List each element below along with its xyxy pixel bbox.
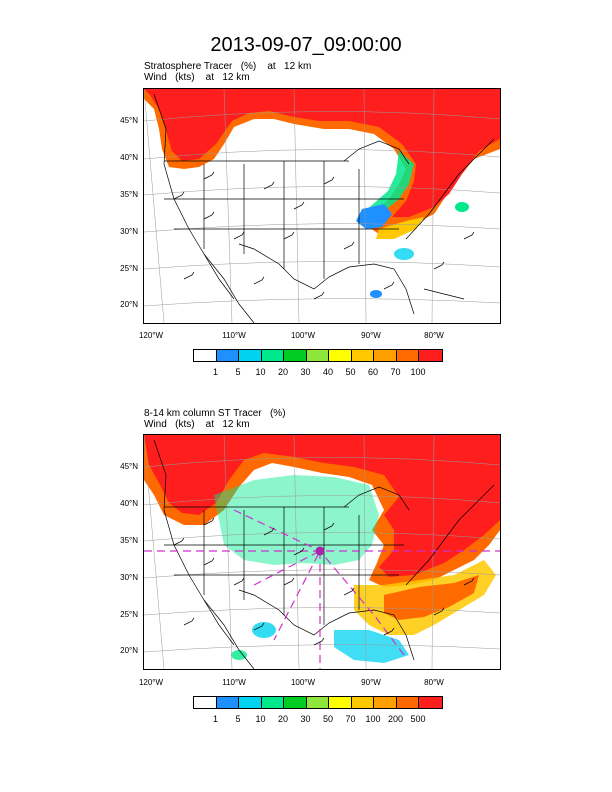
panel2-lat-20: 20°N [120,646,138,655]
panel1-tracer-spot-east [455,202,469,212]
panel2-coastlines [153,439,495,669]
panel2-colorbar-label: 100 [365,714,381,724]
panel2-tracer-spot-mexico [231,650,247,660]
panel1-lon-100: 100°W [290,331,316,340]
panel2-station-marker [315,546,325,556]
panel1-colorbar-label: 20 [277,367,288,377]
panel1-colorbar-swatch [239,350,262,361]
figure-title: 2013-09-07_09:00:00 [210,34,402,56]
panel2-lat-25: 25°N [120,610,138,619]
panel2-lon-100: 100°W [290,678,316,687]
panel2-field-label: 8-14 km column ST Tracer (%) [144,408,286,419]
panel1-colorbar-swatch [306,350,329,361]
panel2-colorbar-swatch [284,697,307,708]
panel2-colorbar-swatch [396,697,419,708]
panel1-colorbar-swatch [351,350,374,361]
panel1-field-label: Stratosphere Tracer (%) at 12 km [144,61,312,72]
panel2-colorbar-swatch [194,697,217,708]
panel2-colorbar-swatch [306,697,329,708]
panel1-coastlines [153,93,495,323]
panel2-colorbar-swatch [216,697,239,708]
panel1-colorbar-swatch [419,350,442,361]
panel1-colorbar-label: 70 [390,367,401,377]
panel2-colorbar-label: 70 [345,714,356,724]
panel1-tracer-gradient-east [359,151,414,219]
panel1-lon-110: 110°W [222,331,246,340]
panel2-lon-120: 120°W [138,678,164,687]
panel2-colorbar-label: 1 [212,714,218,724]
panel2-colorbar-swatch [261,697,284,708]
panel1-colorbar-label: 60 [367,367,378,377]
panel2-lat-45: 45°N [120,462,138,471]
panel2-graticule [144,435,500,669]
panel1-lat-40: 40°N [120,153,138,162]
panel2-lon-110: 110°W [222,678,246,687]
panel2-colorbar-swatch [239,697,262,708]
panel1-colorbar-swatch [194,350,217,361]
panel1-colorbar-swatch [374,350,397,361]
panel1-colorbar-label: 100 [410,367,426,377]
panel2-lon-90: 90°W [361,678,381,687]
panel2-colorbar-label: 30 [300,714,311,724]
panel1-tracer-spot-south [370,290,382,298]
panel2-colorbar-swatch [374,697,397,708]
panel2-flight-track [144,509,500,669]
panel1-lon-120: 120°W [138,331,164,340]
panel2-colorbar-label: 20 [277,714,288,724]
panel1-colorbar-swatch [396,350,419,361]
panel2-lat-35: 35°N [120,536,138,545]
panel1-wind-barbs [173,171,475,300]
panel1-map-svg [144,89,500,323]
panel1-colorbar-label: 10 [255,367,266,377]
panel2-colorbar-swatch [329,697,352,708]
panel1-colorbar [193,349,443,362]
panel1-colorbar-swatch [261,350,284,361]
panel1-colorbar-swatch [284,350,307,361]
panel2-tracer-gulf [334,630,409,663]
panel2-tracer-mid-band [214,475,379,565]
panel2-tracer-north-core [144,435,500,577]
panel1-lon-90: 90°W [361,331,381,340]
panel1-colorbar-swatch [329,350,352,361]
panel2-colorbar [193,696,443,709]
panel1-colorbar-swatch [216,350,239,361]
panel2-colorbar-label: 200 [387,714,404,724]
panel1-colorbar-label: 30 [300,367,311,377]
panel2-lat-40: 40°N [120,499,138,508]
panel2-map-svg [144,435,500,669]
panel1-colorbar-label: 40 [322,367,333,377]
panel1-tracer-yellow-patch [376,217,424,239]
panel1-lon-80: 80°W [424,331,444,340]
panel1-lat-25: 25°N [120,264,138,273]
panel1-wind-label: Wind (kts) at 12 km [144,72,250,83]
panel1-colorbar-label: 5 [235,367,241,377]
panel2-wind-barbs [173,517,475,646]
panel2-colorbar-label: 500 [410,714,426,724]
panel2-colorbar-label: 5 [235,714,241,724]
panel2-map [143,434,501,670]
panel1-lat-35: 35°N [120,190,138,199]
panel1-colorbar-label: 50 [345,367,356,377]
panel2-lon-80: 80°W [424,678,444,687]
panel1-lat-30: 30°N [120,227,138,236]
panel2-wind-label: Wind (kts) at 12 km [144,419,250,430]
panel1-lat-45: 45°N [120,116,138,125]
panel1-colorbar-label: 1 [212,367,218,377]
panel1-graticule [144,89,500,323]
panel1-tracer-spot-gulf [394,248,414,260]
panel2-tracer-spot-pacific [252,622,276,638]
panel1-tracer-north-core [144,89,500,217]
panel2-lat-30: 30°N [120,573,138,582]
panel1-map [143,88,501,324]
panel1-lat-20: 20°N [120,300,138,309]
panel2-colorbar-swatch [419,697,442,708]
panel2-colorbar-label: 50 [322,714,333,724]
panel2-colorbar-swatch [351,697,374,708]
panel2-colorbar-label: 10 [255,714,266,724]
